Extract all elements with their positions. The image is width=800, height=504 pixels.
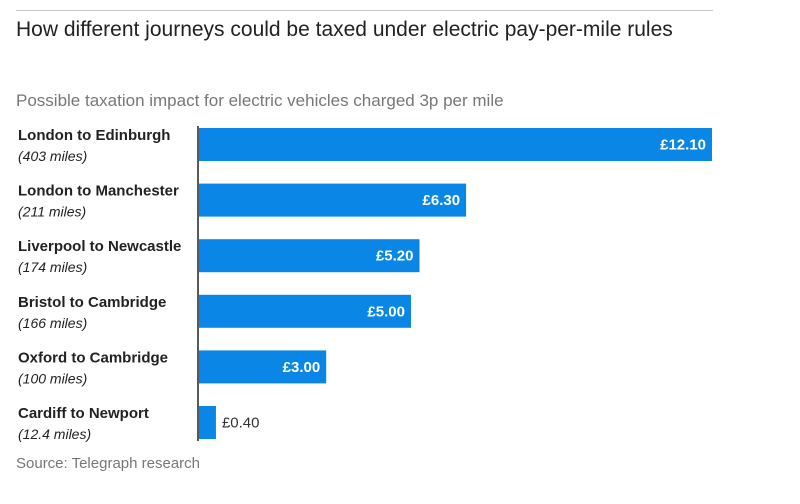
bar [199,294,411,328]
top-rule [16,10,713,11]
chart-title: How different journeys could be taxed un… [16,18,673,41]
category-label: Oxford to Cambridge [18,349,168,366]
distance-label: (211 miles) [18,204,86,220]
bar [199,350,327,384]
value-label: £6.30 [423,192,461,209]
value-label: £12.10 [660,137,706,154]
bar [199,239,420,273]
value-label: £5.20 [376,248,414,265]
category-label: Cardiff to Newport [18,405,149,422]
value-label: £0.40 [222,415,260,432]
value-label: £3.00 [283,359,321,376]
distance-label: (100 miles) [18,370,87,386]
bar [199,183,467,217]
chart-subtitle: Possible taxation impact for electric ve… [16,91,504,110]
bar [199,128,712,161]
category-label: Bristol to Cambridge [18,294,166,311]
distance-label: (403 miles) [18,148,87,164]
bars-group: London to Edinburgh (403 miles) £12.10 Lond… [18,127,712,442]
bar-chart: London to Edinburgh (403 miles) £12.10 Lond… [18,126,712,442]
chart-source: Source: Telegraph research [16,455,200,472]
distance-label: (12.4 miles) [18,426,91,442]
category-label: London to Manchester [18,183,179,200]
category-label: London to Edinburgh [18,127,170,144]
distance-label: (174 miles) [18,259,87,275]
distance-label: (166 miles) [18,315,87,331]
bar [199,406,216,439]
category-label: Liverpool to Newcastle [18,238,181,255]
value-label: £5.00 [367,303,405,320]
